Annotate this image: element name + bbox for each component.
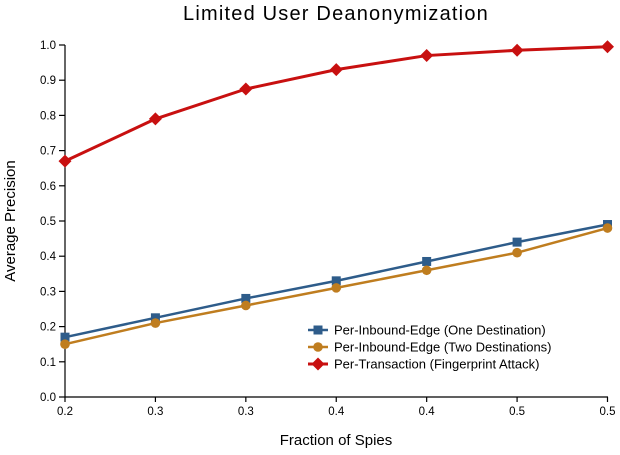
y-tick-label: 0.5 (40, 216, 56, 228)
series-marker (60, 332, 70, 342)
y-tick-label: 0.9 (40, 75, 56, 87)
y-tick-label: 1.0 (40, 40, 56, 52)
y-tick-label: 0.3 (40, 286, 56, 298)
y-tick-label: 0.7 (40, 146, 56, 158)
series-marker (241, 300, 251, 311)
series-marker (331, 283, 342, 293)
series-marker (420, 49, 434, 63)
series-marker (60, 339, 70, 350)
series-marker (329, 63, 343, 77)
x-tick-label: 0.4 (328, 406, 345, 418)
y-tick-label: 0.2 (40, 322, 56, 334)
legend-marker-circle (313, 342, 323, 352)
y-tick-label: 0.0 (40, 392, 56, 404)
y-axis-label: Average Precision (2, 160, 19, 281)
legend-label: Per-Transaction (Fingerprint Attack) (334, 357, 539, 372)
x-tick-label: 0.3 (147, 406, 163, 418)
legend-marker-square (313, 325, 323, 335)
series-marker (148, 112, 162, 126)
x-tick-label: 0.4 (419, 406, 436, 418)
series-marker (602, 223, 613, 233)
x-tick-label: 0.3 (238, 406, 254, 418)
series-marker (512, 237, 522, 247)
legend-marker-diamond (311, 357, 325, 371)
chart-title: Limited User Deanonymization (183, 3, 489, 25)
series-marker (58, 154, 72, 168)
series-marker (601, 40, 614, 54)
series-marker (150, 318, 161, 328)
x-axis-label: Fraction of Spies (280, 432, 393, 449)
plot-layer: 0.2 0.3 0.3 0.4 0.4 0.5 0.5 0.0 0.1 0.2 0.3 0.4 0.5 0… (40, 40, 616, 418)
y-tick-label: 0.8 (40, 110, 56, 122)
series-marker (239, 82, 253, 96)
series-marker (512, 247, 522, 258)
series-marker (510, 43, 524, 57)
x-tick-label: 0.5 (509, 406, 525, 418)
series-marker (150, 313, 160, 323)
series-marker (422, 256, 432, 266)
y-tick-label: 0.1 (40, 357, 56, 369)
x-tick-label: 0.5 (600, 406, 616, 418)
x-tick-label: 0.2 (57, 406, 73, 418)
legend-label: Per-Inbound-Edge (One Destination) (334, 323, 546, 338)
series-marker (421, 265, 432, 276)
legend-label: Per-Inbound-Edge (Two Destinations) (334, 340, 552, 355)
series-marker (241, 293, 251, 303)
y-tick-label: 0.4 (40, 251, 57, 263)
series-marker (331, 276, 341, 286)
y-tick-label: 0.6 (40, 181, 56, 193)
